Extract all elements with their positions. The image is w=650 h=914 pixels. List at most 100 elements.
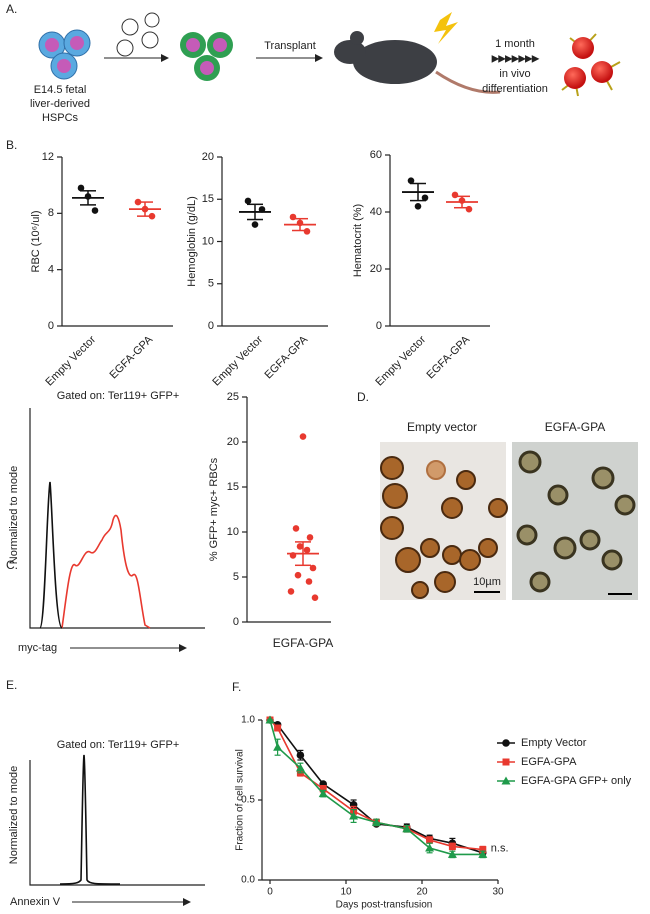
x-tick-label: EGFA-GPA: [108, 333, 156, 381]
panel-label: B.: [6, 138, 17, 152]
data-point: [451, 191, 459, 199]
data-point: [311, 594, 319, 601]
y-tick-label: 8: [48, 207, 54, 219]
y-tick-label: 0: [48, 320, 54, 332]
y-tick-label: 25: [227, 391, 239, 403]
y-tick-label: 0.5: [241, 795, 255, 806]
y-tick-label: 0.0: [241, 875, 255, 886]
y-axis-label: Normalized to mode: [8, 466, 20, 564]
data-point: [287, 588, 295, 595]
annotation: n.s.: [491, 843, 509, 855]
x-axis-label: myc-tag: [18, 642, 57, 654]
marker: [478, 849, 488, 858]
data-point: [294, 571, 302, 579]
marker: [273, 742, 283, 751]
y-tick-label: 0: [233, 616, 239, 628]
x-tick-label: 10: [340, 887, 352, 898]
flow-histogram: [59, 754, 121, 885]
flow-histogram: [39, 481, 63, 629]
marker: [479, 846, 487, 854]
flow-axes: [29, 760, 205, 886]
y-tick-label: 40: [370, 206, 382, 218]
y-axis-label: Fraction of cell survival: [235, 749, 246, 851]
marker: [501, 776, 511, 785]
panel-label: C.: [6, 558, 18, 572]
legend-label: EGFA-GPA: [521, 756, 577, 768]
source-label: HSPCs: [42, 112, 79, 124]
micrograph: [512, 442, 638, 600]
micrograph: 10µm: [380, 442, 508, 600]
marker: [502, 739, 510, 747]
y-tick-label: 1.0: [241, 715, 255, 726]
outcome-label: differentiation: [482, 83, 548, 95]
y-axis-label: Hemoglobin (g/dL): [186, 196, 198, 287]
x-tick-label: Empty Vector: [43, 333, 98, 388]
y-tick-label: 0: [208, 320, 214, 332]
y-tick-label: 0: [376, 320, 382, 332]
data-point: [244, 197, 252, 205]
y-tick-label: 20: [227, 436, 239, 448]
marker: [448, 842, 456, 850]
series-line: [269, 719, 483, 856]
outcome-label: 1 month: [495, 38, 535, 50]
marker: [274, 724, 282, 732]
gate-title: Gated on: Ter119+ GFP+: [57, 739, 180, 751]
panel-label: A.: [6, 2, 17, 16]
x-axis-label: Days post-transfusion: [336, 900, 433, 911]
virus-particles: [116, 12, 160, 57]
data-point: [421, 194, 429, 202]
data-point: [251, 221, 259, 228]
data-point: [77, 184, 85, 192]
marker: [295, 763, 305, 772]
x-tick-label: 0: [267, 887, 273, 898]
y-axis-label: % GFP+ myc+ RBCs: [208, 457, 220, 561]
y-axis-label: Normalized to mode: [8, 766, 20, 864]
legend-label: Empty Vector: [521, 737, 587, 749]
time-arrows: ▶▶▶▶▶▶▶: [492, 54, 540, 65]
mouse: [334, 31, 501, 94]
marker: [296, 751, 305, 759]
y-tick-label: 60: [370, 149, 382, 161]
y-tick-label: 10: [227, 526, 239, 538]
marker: [318, 789, 328, 798]
data-point: [465, 205, 473, 213]
marker: [447, 849, 457, 858]
legend-label: EGFA-GPA GFP+ only: [521, 775, 632, 787]
marker: [402, 824, 412, 833]
data-point: [292, 525, 300, 532]
data-point: [303, 228, 311, 235]
y-tick-label: 20: [202, 151, 214, 163]
x-tick-label: EGFA-GPA: [425, 333, 473, 381]
data-point: [414, 203, 422, 210]
x-axis-label: Annexin V: [10, 896, 61, 908]
marker: [319, 785, 327, 793]
outcome-label: in vivo: [499, 68, 530, 80]
y-tick-label: 4: [48, 264, 54, 276]
y-tick-label: 15: [202, 193, 214, 205]
marker: [349, 811, 359, 820]
data-point: [309, 564, 317, 572]
y-tick-label: 15: [227, 481, 239, 493]
panel-label: E.: [6, 678, 17, 692]
red-blood-cells: [561, 33, 621, 97]
marker: [371, 817, 381, 826]
scale-bar-label: 10µm: [473, 576, 501, 588]
y-tick-label: 12: [42, 151, 54, 163]
flow-axes: [29, 408, 205, 629]
marker: [426, 836, 434, 844]
y-tick-label: 10: [202, 235, 214, 247]
y-tick-label: 5: [208, 278, 214, 290]
y-tick-label: 20: [370, 263, 382, 275]
data-point: [306, 534, 314, 541]
image-title: Empty vector: [407, 420, 477, 434]
irradiation-icon: [434, 12, 458, 44]
x-tick-label: EGFA-GPA: [263, 333, 311, 381]
y-axis-label: RBC (10⁶/ul): [30, 211, 42, 273]
marker: [502, 758, 510, 766]
marker: [425, 843, 435, 852]
panel-label: F.: [232, 680, 241, 694]
step-label: Transplant: [264, 40, 316, 52]
x-tick-label: 30: [492, 887, 504, 898]
